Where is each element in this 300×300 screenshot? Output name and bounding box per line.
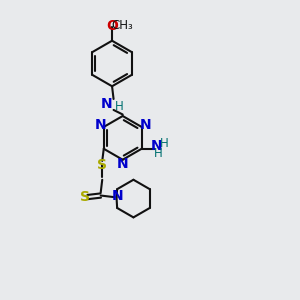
Text: CH₃: CH₃ (112, 19, 134, 32)
Text: S: S (97, 158, 106, 172)
Text: N: N (140, 118, 151, 131)
Text: N: N (101, 98, 112, 112)
Text: N: N (117, 157, 128, 171)
Text: H: H (159, 137, 168, 150)
Text: N: N (94, 118, 106, 131)
Text: H: H (115, 100, 123, 113)
Text: N: N (112, 188, 123, 203)
Text: H: H (154, 146, 163, 160)
Text: S: S (80, 190, 90, 204)
Text: O: O (106, 19, 118, 32)
Text: N: N (151, 140, 163, 153)
